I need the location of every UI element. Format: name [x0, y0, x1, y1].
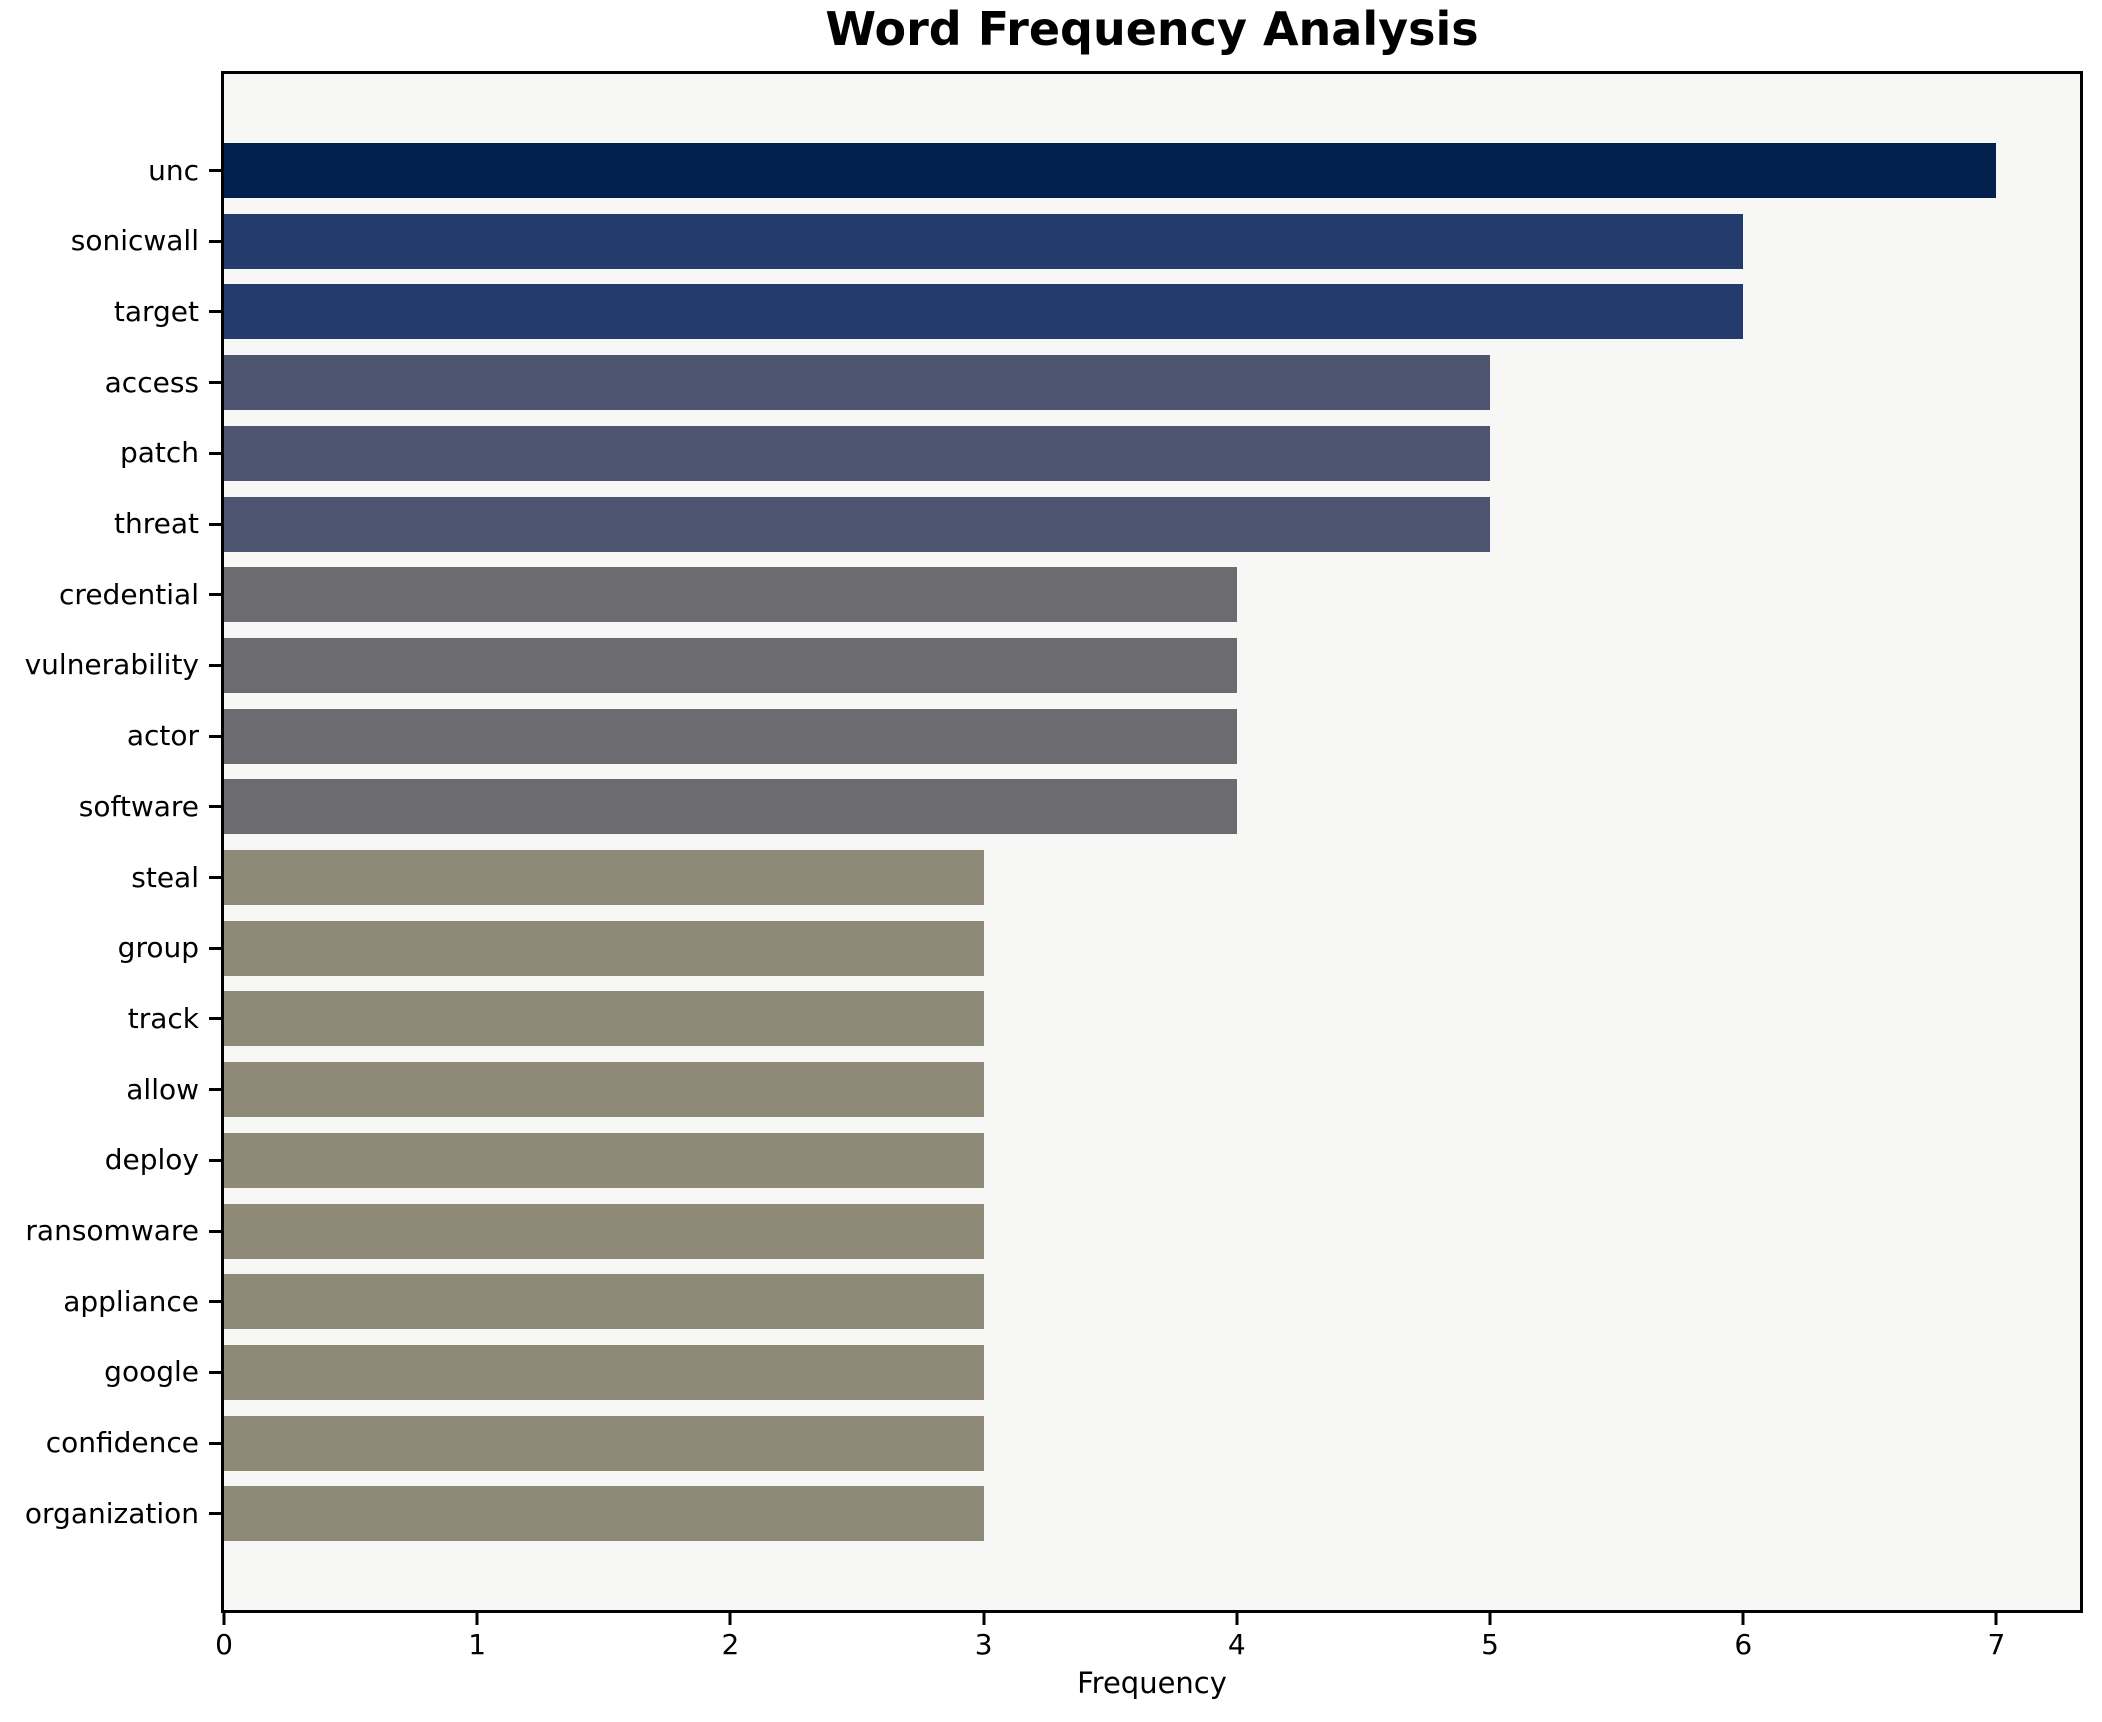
plot-area: unc sonicwall target access patch threat crede…: [25, 71, 2083, 1659]
bar-organization: [224, 1486, 984, 1542]
x-tick: [1741, 1613, 1745, 1625]
bar-group: [224, 920, 984, 976]
y-tick: [209, 805, 221, 809]
bar-appliance: [224, 1274, 984, 1330]
bar-confidence: [224, 1415, 984, 1471]
y-tick: [209, 734, 221, 738]
x-tick-label-2: 2: [721, 1628, 740, 1661]
bar-deploy: [224, 1132, 984, 1188]
x-axis-label: Frequency: [1077, 1666, 1227, 1700]
x-tick-label-5: 5: [1481, 1628, 1499, 1661]
y-tick: [209, 1370, 221, 1374]
bar-track: [224, 991, 984, 1047]
y-tick-label-organization: organization: [24, 1496, 199, 1530]
bar-vulnerability: [224, 637, 1237, 693]
y-tick: [209, 1158, 221, 1162]
y-tick-label-access: access: [104, 365, 199, 399]
x-tick-label-0: 0: [215, 1628, 233, 1661]
y-tick: [209, 1229, 221, 1233]
bar-steal: [224, 850, 984, 905]
bar-ransomware: [224, 1203, 984, 1259]
y-tick: [209, 1512, 221, 1516]
bar-allow: [224, 1062, 984, 1118]
y-tick-label-target: target: [113, 294, 199, 328]
bar-sonicwall: [224, 213, 1744, 269]
y-tick-label-confidence: confidence: [45, 1426, 199, 1460]
x-tick-label-3: 3: [974, 1628, 993, 1661]
y-tick-label-threat: threat: [114, 507, 199, 540]
y-tick-label-unc: unc: [148, 153, 199, 187]
y-tick: [209, 310, 221, 314]
y-tick: [209, 381, 221, 385]
y-tick-label-google: google: [104, 1355, 199, 1389]
y-tick-label-deploy: deploy: [104, 1143, 199, 1177]
y-tick-label-group: group: [117, 931, 199, 965]
bar-actor: [224, 708, 1237, 764]
bar-patch: [224, 425, 1491, 481]
y-tick-label-steal: steal: [131, 860, 199, 894]
x-tick: [1235, 1613, 1239, 1625]
chart-title: Word Frequency Analysis: [825, 2, 1479, 56]
y-tick-label-vulnerability: vulnerability: [24, 648, 199, 682]
y-tick: [209, 451, 221, 455]
y-tick-label-appliance: appliance: [63, 1284, 199, 1318]
y-tick: [209, 593, 221, 597]
x-tick-label-7: 7: [1987, 1628, 2006, 1661]
y-tick: [209, 1441, 221, 1445]
y-tick-label-patch: patch: [119, 436, 199, 470]
y-tick: [209, 1300, 221, 1304]
bar-access: [224, 355, 1491, 411]
y-tick-label-software: software: [78, 789, 199, 823]
y-tick: [209, 663, 221, 667]
y-tick-label-track: track: [127, 1001, 199, 1035]
y-tick-label-credential: credential: [59, 577, 199, 611]
bar-google: [224, 1344, 984, 1400]
bar-unc: [224, 143, 1997, 198]
x-tick: [982, 1613, 986, 1625]
x-tick: [1488, 1613, 1492, 1625]
y-tick: [209, 239, 221, 243]
x-tick: [475, 1613, 479, 1625]
y-tick: [209, 876, 221, 879]
y-tick: [209, 946, 221, 950]
x-tick-label-4: 4: [1227, 1628, 1246, 1661]
x-tick: [222, 1613, 226, 1625]
bar-credential: [224, 567, 1237, 623]
y-tick: [209, 1088, 221, 1092]
x-tick: [728, 1613, 732, 1625]
y-tick: [209, 522, 221, 526]
bar-software: [224, 779, 1237, 835]
x-tick-label-1: 1: [468, 1628, 487, 1661]
y-tick: [209, 169, 221, 172]
y-tick-label-ransomware: ransomware: [25, 1214, 199, 1247]
bar-target: [224, 284, 1744, 340]
y-tick-label-actor: actor: [126, 719, 199, 753]
x-tick-label-6: 6: [1734, 1628, 1753, 1661]
y-tick-label-sonicwall: sonicwall: [70, 224, 199, 258]
y-tick-label-allow: allow: [126, 1072, 199, 1106]
bar-threat: [224, 496, 1491, 552]
y-tick: [209, 1017, 221, 1021]
x-tick: [1994, 1613, 1998, 1625]
plot-inner: unc sonicwall target access patch threat crede…: [25, 74, 2080, 1659]
